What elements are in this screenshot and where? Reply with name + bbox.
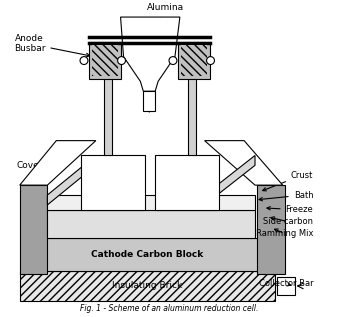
Text: Insulating Brick: Insulating Brick: [112, 281, 182, 290]
Bar: [47, 195, 255, 210]
Text: Cathode Carbon Block: Cathode Carbon Block: [91, 250, 203, 259]
Text: Freeze: Freeze: [267, 205, 313, 214]
Bar: [155, 155, 219, 210]
Text: Cover: Cover: [16, 161, 43, 170]
Bar: [92, 45, 118, 76]
Text: Fig. 1 - Scheme of an aluminum reduction cell.: Fig. 1 - Scheme of an aluminum reduction…: [80, 304, 258, 313]
Circle shape: [80, 57, 88, 65]
Text: Side carbon: Side carbon: [263, 217, 313, 226]
Bar: [257, 185, 285, 274]
Bar: [181, 45, 206, 76]
Text: Metal: Metal: [136, 219, 161, 228]
Circle shape: [169, 57, 177, 65]
Polygon shape: [20, 141, 96, 185]
Polygon shape: [47, 155, 96, 205]
Bar: [143, 91, 155, 111]
Bar: [81, 155, 145, 210]
Circle shape: [206, 57, 215, 65]
Text: Anode
Busbar: Anode Busbar: [14, 34, 90, 57]
Bar: [20, 185, 47, 274]
Bar: [277, 277, 295, 295]
Bar: [178, 42, 210, 79]
Polygon shape: [205, 141, 283, 185]
Bar: [47, 210, 255, 237]
Bar: [104, 52, 112, 155]
Circle shape: [118, 57, 125, 65]
Polygon shape: [121, 17, 180, 91]
Text: Alumina: Alumina: [146, 3, 184, 38]
Text: Ramming Mix: Ramming Mix: [256, 229, 313, 238]
Text: Anode: Anode: [174, 178, 202, 187]
Text: Crust: Crust: [263, 171, 313, 191]
Bar: [188, 52, 196, 155]
Bar: [20, 271, 275, 301]
Bar: [89, 42, 121, 79]
Text: Collector Bar: Collector Bar: [259, 280, 313, 288]
Text: Bath: Bath: [259, 191, 313, 201]
Polygon shape: [205, 155, 255, 205]
Bar: [29, 237, 265, 271]
